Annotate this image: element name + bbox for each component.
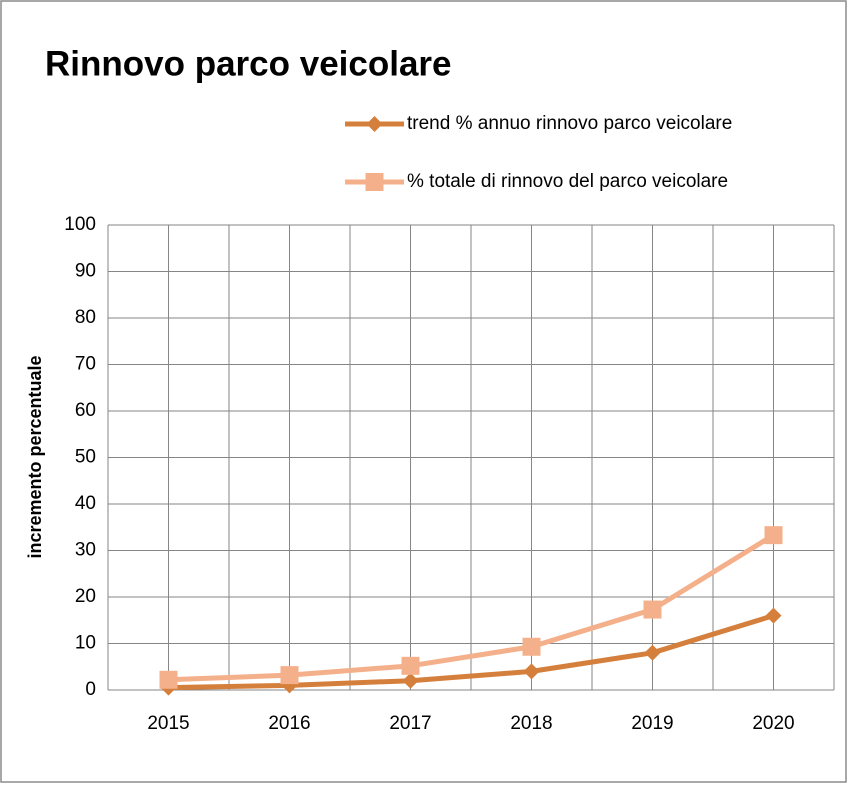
marker	[522, 637, 541, 656]
y-tick-label: 100	[64, 214, 96, 235]
marker	[765, 607, 782, 624]
marker	[401, 656, 420, 675]
x-tick-label: 2015	[147, 713, 189, 734]
marker	[523, 663, 540, 680]
y-tick-label: 10	[75, 633, 96, 654]
y-tick-label: 50	[75, 447, 96, 468]
legend-marker	[366, 116, 383, 132]
marker	[644, 644, 661, 661]
marker	[280, 666, 299, 685]
series-line	[168, 613, 775, 691]
x-tick-label: 2020	[752, 713, 794, 734]
y-tick-label: 0	[85, 679, 96, 700]
marker	[159, 670, 178, 689]
chart-title: Rinnovo parco veicolare	[45, 44, 452, 83]
series-line	[168, 533, 775, 683]
marker	[764, 526, 783, 545]
x-tick-label: 2016	[268, 713, 310, 734]
x-tick-label: 2017	[389, 713, 431, 734]
legend-label: % totale di rinnovo del parco veicolare	[407, 171, 728, 192]
x-tick-label: 2018	[510, 713, 552, 734]
y-tick-label: 20	[75, 586, 96, 607]
legend-marker	[365, 173, 384, 191]
y-tick-label: 60	[75, 400, 96, 421]
y-tick-label: 70	[75, 354, 96, 375]
marker	[643, 600, 662, 619]
legend-label: trend % annuo rinnovo parco veicolare	[407, 113, 732, 134]
y-tick-label: 40	[75, 493, 96, 514]
marker	[402, 672, 419, 689]
x-tick-label: 2019	[631, 713, 673, 734]
y-axis-label: incremento percentuale	[25, 355, 45, 558]
y-tick-label: 80	[75, 307, 96, 328]
y-tick-label: 90	[75, 261, 96, 282]
y-tick-label: 30	[75, 540, 96, 561]
